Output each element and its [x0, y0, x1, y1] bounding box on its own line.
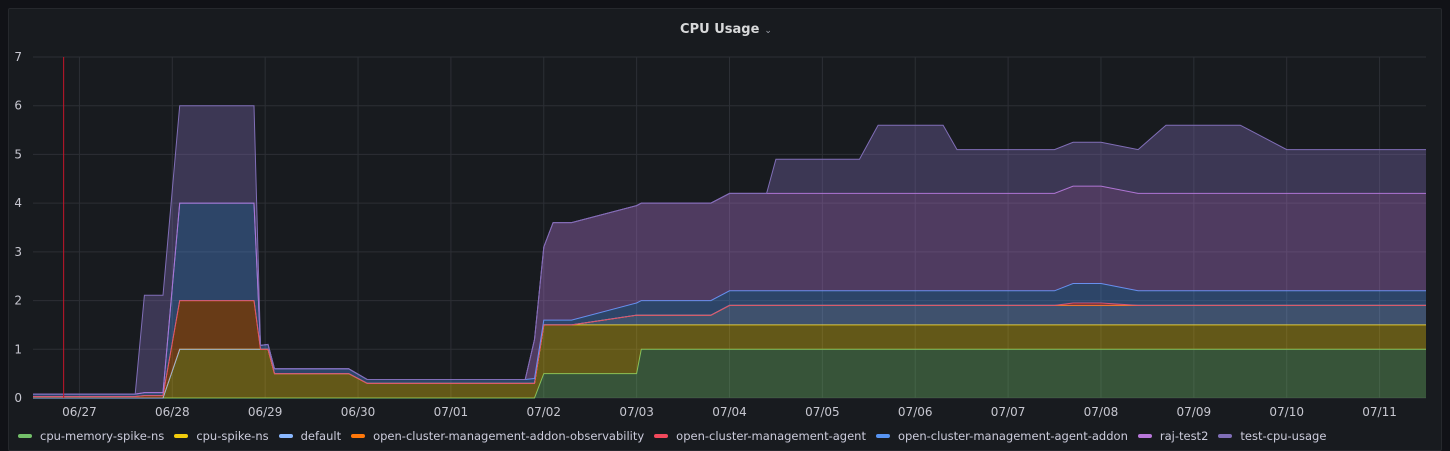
x-tick-label: 07/07 [991, 405, 1026, 419]
legend-swatch [1137, 434, 1152, 438]
series-line-cpu-memory-spike-ns [33, 348, 1426, 399]
legend-item-cpu-spike-ns[interactable]: cpu-spike-ns [174, 429, 269, 443]
cpu-usage-panel: CPU Usage ⌄ [8, 8, 1442, 451]
panel-title[interactable]: CPU Usage ⌄ [9, 22, 1443, 37]
chevron-down-icon[interactable]: ⌄ [764, 26, 772, 36]
x-tick-label: 07/02 [526, 405, 561, 419]
series-area-test-cpu-usage [33, 105, 1426, 395]
legend-swatch [278, 434, 293, 438]
legend-item-cpu-memory-spike-ns[interactable]: cpu-memory-spike-ns [18, 429, 164, 443]
legend-item-test-cpu-usage[interactable]: test-cpu-usage [1218, 429, 1326, 443]
y-tick-label: 2 [14, 294, 22, 308]
x-tick-label: 07/11 [1362, 405, 1397, 419]
x-tick-label: 07/04 [712, 405, 747, 419]
series-area-cpu-spike-ns [33, 324, 1426, 398]
legend-swatch [654, 434, 669, 438]
x-tick-label: 07/03 [619, 405, 654, 419]
x-tick-label: 06/29 [248, 405, 283, 419]
legend-swatch [351, 434, 366, 438]
series-area-cpu-memory-spike-ns [33, 349, 1426, 398]
x-tick-label: 06/30 [341, 405, 376, 419]
y-tick-label: 4 [14, 196, 22, 210]
legend-item-raj-test2[interactable]: raj-test2 [1137, 429, 1209, 443]
y-tick-label: 5 [14, 147, 22, 161]
legend-item-open-cluster-management-addon-observability[interactable]: open-cluster-management-addon-observabil… [351, 429, 644, 443]
series-line-open-cluster-management-agent [33, 300, 1426, 397]
y-tick-label: 0 [14, 391, 22, 405]
legend-item-default[interactable]: default [278, 429, 342, 443]
x-tick-label: 07/01 [434, 405, 469, 419]
series-area-open-cluster-management-agent-addon [33, 203, 1426, 397]
x-tick-label: 07/09 [1177, 405, 1212, 419]
legend-swatch [174, 434, 189, 438]
legend-label: open-cluster-management-addon-observabil… [373, 429, 645, 443]
panel-title-text[interactable]: CPU Usage [680, 22, 760, 37]
y-tick-label: 7 [14, 50, 22, 64]
legend-swatch [875, 434, 890, 438]
series-area-default [33, 305, 1426, 398]
x-tick-label: 06/28 [155, 405, 190, 419]
legend-label: default [300, 429, 342, 443]
series-area-raj-test2 [33, 186, 1426, 395]
legend-item-open-cluster-management-agent[interactable]: open-cluster-management-agent [654, 429, 866, 443]
chart-legend: cpu-memory-spike-ns cpu-spike-ns default op… [18, 429, 1336, 443]
y-tick-label: 3 [14, 245, 22, 259]
legend-label: cpu-spike-ns [196, 429, 269, 443]
x-tick-label: 07/08 [1084, 405, 1119, 419]
legend-label: raj-test2 [1159, 429, 1209, 443]
x-tick-label: 07/06 [898, 405, 933, 419]
series-line-test-cpu-usage [33, 105, 1426, 395]
x-tick-label: 07/10 [1269, 405, 1304, 419]
legend-swatch [18, 434, 32, 438]
legend-label: cpu-memory-spike-ns [40, 429, 165, 443]
legend-label: open-cluster-management-agent-addon [897, 429, 1128, 443]
legend-label: open-cluster-management-agent [676, 429, 866, 443]
y-tick-label: 1 [14, 342, 22, 356]
y-tick-label: 6 [14, 99, 22, 113]
legend-swatch [1218, 434, 1233, 438]
legend-label: test-cpu-usage [1240, 429, 1327, 443]
legend-item-open-cluster-management-agent-addon[interactable]: open-cluster-management-agent-addon [875, 429, 1128, 443]
x-tick-label: 07/05 [805, 405, 840, 419]
x-tick-label: 06/27 [62, 405, 97, 419]
